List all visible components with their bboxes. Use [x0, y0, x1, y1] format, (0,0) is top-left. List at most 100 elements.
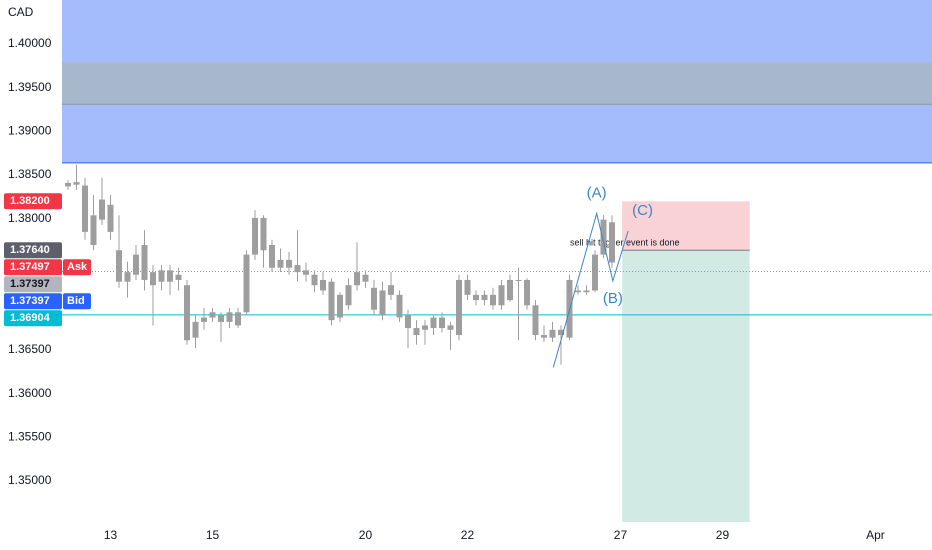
candle-body [183, 285, 190, 341]
candle-body [234, 312, 241, 326]
y-tick-label: 1.38000 [8, 211, 52, 225]
candle-body [226, 312, 233, 322]
candle-body [158, 270, 165, 282]
candle-body [515, 279, 522, 281]
y-tick-label: 1.36000 [8, 386, 52, 400]
candle-body [404, 314, 411, 329]
candle-body [124, 272, 131, 282]
candle-body [370, 287, 377, 310]
candle-body [285, 259, 292, 268]
candle-body [455, 279, 462, 336]
stop-zone [622, 201, 750, 251]
candle-body [268, 245, 275, 268]
candle-body [90, 215, 97, 246]
x-tick-label: Apr [866, 528, 885, 542]
candle-body [260, 217, 267, 251]
price-label: 1.37397 [10, 278, 50, 290]
price-label-box [4, 242, 62, 259]
price-label-box [4, 193, 62, 210]
x-tick-label: 20 [359, 528, 373, 542]
candle-body [82, 185, 89, 232]
candle-body [591, 254, 598, 291]
candle-body [192, 321, 199, 338]
zone [62, 62, 932, 105]
price-tag-box [63, 293, 91, 310]
candle-body [574, 290, 581, 293]
candle-body [217, 314, 224, 322]
candle-body [396, 294, 403, 318]
zones: sell hit trigger event is done [62, 0, 932, 522]
candle-body [600, 219, 607, 255]
candle-body [141, 245, 148, 280]
candle-body [506, 279, 513, 301]
candle-body [209, 312, 216, 318]
candle-body [379, 290, 386, 315]
candle-body [319, 279, 326, 291]
candle-body [166, 270, 173, 282]
candle-body [464, 279, 471, 295]
price-label: 1.37497 [10, 261, 50, 273]
candle-body [98, 199, 105, 220]
candle-body [302, 270, 309, 275]
y-tick-label: 1.38500 [8, 167, 52, 181]
candle-body [498, 285, 505, 306]
x-tick-label: 13 [104, 528, 118, 542]
wave-line [552, 211, 629, 368]
candle-body [608, 222, 615, 263]
price-tag: Ask [67, 261, 88, 273]
price-tag-box [63, 259, 91, 276]
candle-body [294, 265, 301, 273]
wave-label: (B) [603, 290, 623, 307]
price-label-box [4, 293, 62, 310]
x-tick-label: 22 [461, 528, 475, 542]
candle-body [387, 285, 394, 295]
candle-body [149, 272, 156, 286]
y-tick-label: 1.40000 [8, 36, 52, 50]
candle-body [447, 325, 454, 330]
candle-body [540, 335, 547, 338]
candle-body [557, 329, 564, 336]
candle-body [481, 294, 488, 301]
x-tick-label: 15 [206, 528, 220, 542]
target-zone [622, 250, 750, 522]
price-label-box [4, 310, 62, 327]
price-label: 1.37640 [10, 244, 50, 256]
price-label-box [4, 259, 62, 276]
x-tick-label: 27 [614, 528, 628, 542]
candle-body [107, 204, 114, 232]
y-tick-label: 1.39500 [8, 80, 52, 94]
candle-body [345, 285, 352, 306]
candle-body [362, 274, 369, 282]
candle-body [243, 254, 250, 313]
candle-body [583, 290, 590, 293]
plot: (A) (B) (C) [62, 164, 932, 368]
candle-body [413, 328, 420, 336]
y-tick-label: 1.39000 [8, 124, 52, 138]
candle-body [472, 294, 479, 301]
candle-body [430, 317, 437, 329]
price-tag: Bid [67, 295, 85, 307]
x-tick-label: 29 [716, 528, 730, 542]
wave-label: (C) [632, 202, 653, 219]
candle-body [251, 217, 258, 255]
price-label: 1.37397 [10, 295, 50, 307]
wave-label: (A) [587, 185, 607, 202]
candle-body [200, 317, 207, 322]
candle-body [549, 329, 556, 338]
candle-body [115, 250, 122, 282]
candle-body [65, 182, 72, 187]
price-label-box [4, 276, 62, 293]
y-tick-label: 1.35000 [8, 473, 52, 487]
candle-body [353, 272, 360, 286]
price-label: 1.38200 [10, 195, 50, 207]
axes: 1.40000 1.39500 1.39000 1.38500 1.38000 1.365… [4, 36, 885, 542]
candle-body [421, 325, 428, 330]
candle-body [175, 274, 182, 280]
candle-body [73, 182, 80, 185]
y-tick-label: 1.35500 [8, 429, 52, 443]
y-tick-label: 1.36500 [8, 342, 52, 356]
candle-body [336, 294, 343, 318]
candle-body [489, 294, 496, 306]
candle-body [277, 259, 284, 268]
